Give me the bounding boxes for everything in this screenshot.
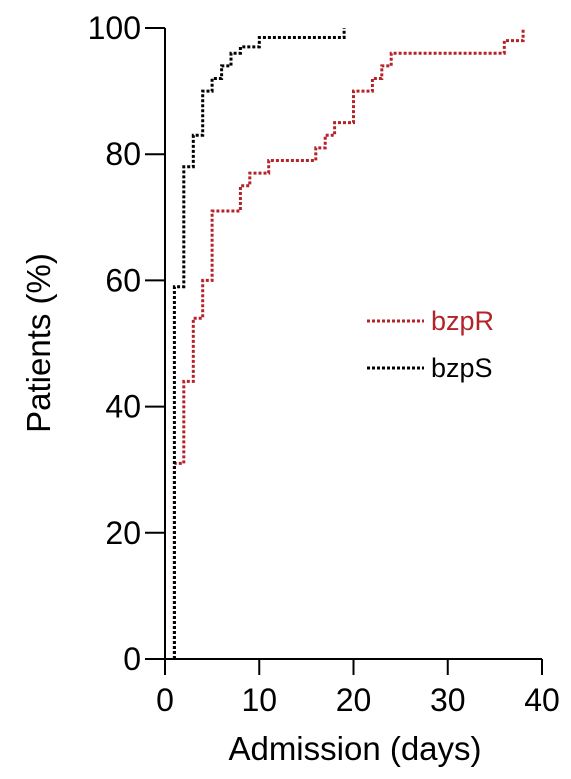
series-line-bzpS	[172, 28, 346, 659]
x-tick-label: 10	[241, 682, 277, 718]
legend: bzpR bzpS	[367, 306, 494, 383]
y-tick-label: 0	[123, 641, 141, 677]
x-tick-label: 30	[430, 682, 466, 718]
legend-label-bzpS: bzpS	[431, 353, 493, 383]
y-tick-label: 100	[88, 10, 141, 46]
series-layer	[172, 28, 525, 659]
y-tick-label: 60	[105, 262, 141, 298]
y-tick-label: 40	[105, 389, 141, 425]
x-tick-label: 40	[524, 682, 560, 718]
series-line-bzpR	[172, 28, 525, 659]
legend-item-bzpR: bzpR	[367, 306, 494, 336]
x-tick-label: 20	[336, 682, 372, 718]
x-ticks: 0 10 20 30 40	[156, 659, 560, 718]
y-ticks: 0 20 40 60 80 100	[88, 10, 165, 677]
legend-item-bzpS: bzpS	[367, 353, 493, 383]
y-tick-label: 80	[105, 136, 141, 172]
y-axis-title: Patients (%)	[20, 253, 57, 433]
y-tick-label: 20	[105, 515, 141, 551]
x-axis-title: Admission (days)	[228, 730, 481, 767]
x-tick-label: 0	[156, 682, 174, 718]
legend-label-bzpR: bzpR	[431, 306, 494, 336]
